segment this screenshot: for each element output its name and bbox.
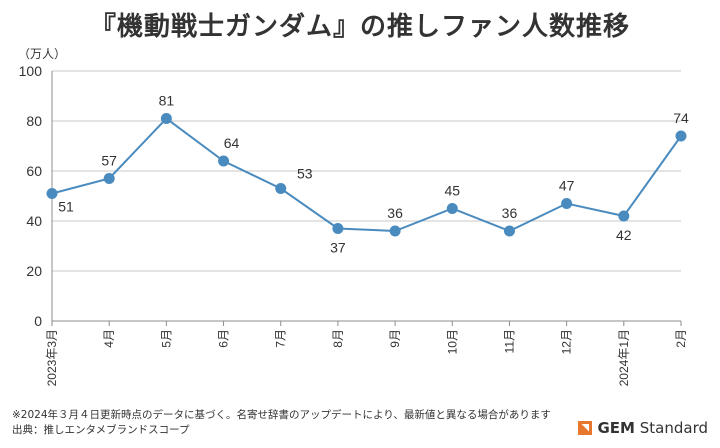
data-label: 64 <box>224 135 240 151</box>
data-label: 42 <box>616 227 632 243</box>
series-line <box>51 117 682 233</box>
data-label: 57 <box>101 153 117 169</box>
x-tick-label: 6月 <box>217 329 231 348</box>
data-label: 37 <box>330 240 346 256</box>
y-tick-label: 100 <box>19 63 43 79</box>
data-point <box>332 223 344 234</box>
brand-mark-icon <box>578 421 593 435</box>
data-point <box>389 225 401 237</box>
x-tick-label: 12月 <box>560 329 574 354</box>
x-tick-label: 8月 <box>331 329 345 348</box>
brand-name-rest: Standard <box>634 419 708 437</box>
y-axis-unit-label: （万人） <box>18 47 66 61</box>
x-tick-label: 4月 <box>102 329 116 348</box>
y-tick-label: 60 <box>26 163 42 179</box>
y-tick-label: 0 <box>34 313 42 329</box>
data-label: 81 <box>159 93 175 109</box>
data-label: 51 <box>58 199 74 215</box>
y-tick-label: 20 <box>26 263 42 279</box>
data-label: 47 <box>559 178 575 194</box>
data-label: 74 <box>673 110 689 126</box>
x-tick-label: 10月 <box>445 329 459 354</box>
data-point <box>446 203 458 214</box>
data-point <box>503 225 515 237</box>
x-tick-label: 2024年1月 <box>617 329 631 386</box>
x-tick-label: 2023年3月 <box>45 329 59 386</box>
data-point <box>160 113 172 124</box>
footnote-source: 出典：推しエンタメブランドスコープ <box>12 424 190 436</box>
footnote-note: ※2024年３月４日更新時点のデータに基づく。名寄せ辞書のアップデートにより、最… <box>12 409 551 421</box>
data-point <box>46 188 58 199</box>
x-tick-label: 9月 <box>388 329 402 348</box>
data-label: 53 <box>297 166 313 182</box>
y-tick-label: 80 <box>26 113 42 129</box>
brand-logo: GEM Standard <box>578 418 708 438</box>
data-point <box>103 173 115 184</box>
data-point <box>218 155 230 167</box>
x-tick-label: 5月 <box>159 329 173 348</box>
x-tick-label: 2月 <box>674 329 688 348</box>
data-label: 36 <box>502 205 518 221</box>
data-point <box>675 130 687 142</box>
data-label: 36 <box>387 205 403 221</box>
x-tick-label: 7月 <box>274 329 288 348</box>
data-label: 45 <box>444 183 460 199</box>
data-point <box>275 183 287 194</box>
chart-title: 『機動戦士ガンダム』の推しファン人数推移 <box>89 12 630 42</box>
data-point <box>561 198 573 209</box>
y-tick-label: 40 <box>26 213 42 229</box>
x-tick-label: 11月 <box>502 329 516 353</box>
data-point <box>618 210 630 222</box>
brand-name-bold: GEM <box>597 419 635 437</box>
